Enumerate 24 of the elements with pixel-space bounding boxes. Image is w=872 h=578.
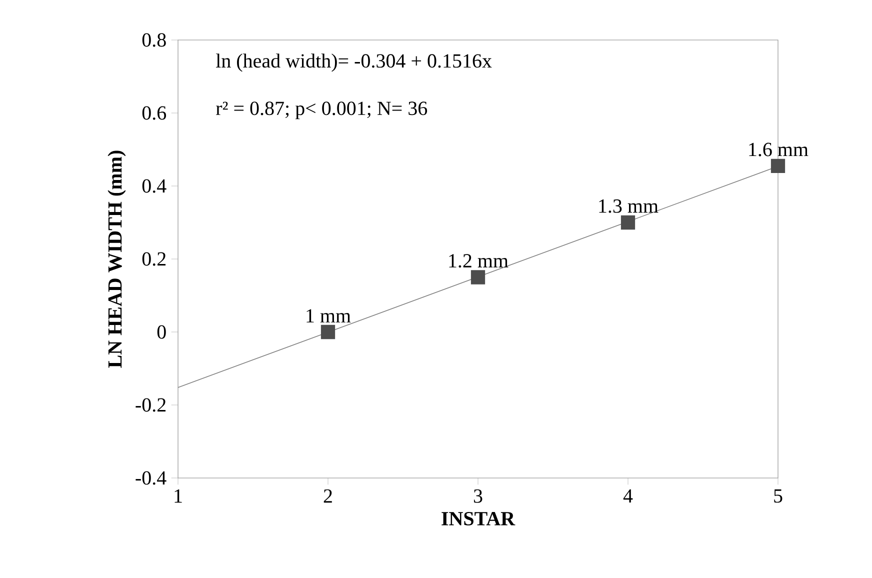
x-tick-label: 5 [774, 489, 782, 503]
point [320, 324, 336, 340]
y-tick-label: -0.2 [136, 398, 166, 412]
y-tick-label: 0 [157, 325, 166, 339]
y-tick-label: 0.2 [142, 252, 166, 266]
y-tick-label: 0.4 [142, 179, 166, 193]
y-tick-label: 0.8 [142, 33, 166, 47]
point [770, 158, 786, 173]
annotation: 1.6 mm [749, 142, 808, 156]
point [620, 215, 636, 230]
y-tick-label: -0.4 [136, 471, 166, 485]
x-tick-label: 4 [623, 489, 633, 503]
annotation: ln (head width)= -0.304 + 0.1516x [216, 54, 492, 72]
annotation: 1.2 mm [449, 254, 508, 268]
x-tick-label: 1 [174, 489, 182, 503]
point [470, 270, 486, 284]
y-axis-title: LN HEAD WIDTH (mm) [108, 150, 126, 368]
x-tick-label: 2 [324, 489, 332, 503]
y-tick-label: 0.6 [142, 106, 166, 120]
x-axis-title: INSTAR [442, 512, 516, 526]
annotation: 1.3 mm [599, 199, 658, 213]
x-tick-label: 3 [474, 489, 482, 503]
annotation: 1 mm [306, 309, 351, 322]
annotation: r² = 0.87; p< 0.001; N= 36 [216, 102, 428, 120]
